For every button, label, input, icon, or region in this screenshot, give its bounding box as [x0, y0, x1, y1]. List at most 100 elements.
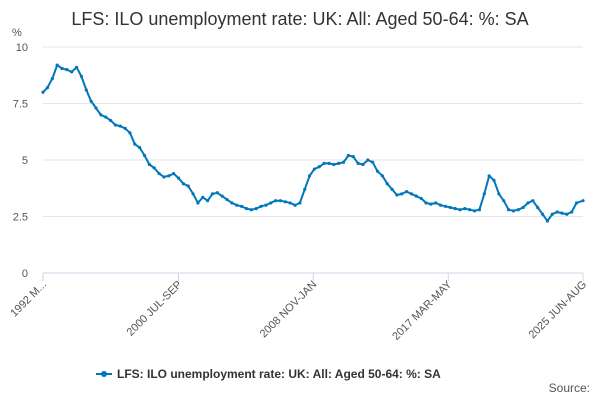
data-point[interactable] — [540, 212, 545, 216]
data-point[interactable] — [157, 171, 161, 176]
data-point[interactable] — [581, 199, 585, 203]
data-point[interactable] — [147, 162, 151, 167]
data-point[interactable] — [70, 70, 74, 74]
data-point[interactable] — [84, 88, 88, 92]
data-point[interactable] — [259, 204, 263, 208]
data-point[interactable] — [434, 201, 438, 205]
data-point[interactable] — [405, 190, 409, 194]
data-point[interactable] — [497, 192, 501, 196]
data-point[interactable] — [138, 145, 142, 150]
data-point[interactable] — [176, 176, 181, 180]
source-label[interactable]: Source: — [549, 381, 590, 395]
data-point[interactable] — [371, 160, 375, 164]
data-point[interactable] — [341, 160, 346, 164]
data-point[interactable] — [414, 194, 418, 198]
data-point[interactable] — [332, 162, 336, 167]
data-point[interactable] — [230, 201, 234, 205]
legend-label[interactable]: LFS: ILO unemployment rate: UK: All: Age… — [117, 367, 441, 381]
data-point[interactable] — [574, 201, 579, 205]
data-point[interactable] — [65, 68, 69, 72]
data-point[interactable] — [118, 124, 122, 128]
data-point[interactable] — [443, 204, 448, 208]
data-point[interactable] — [191, 192, 195, 196]
series-line[interactable] — [42, 64, 584, 222]
data-point[interactable] — [206, 199, 210, 203]
data-point[interactable] — [361, 162, 365, 167]
data-point[interactable] — [123, 126, 127, 130]
data-point[interactable] — [128, 131, 132, 135]
data-point[interactable] — [322, 161, 326, 165]
data-point[interactable] — [303, 187, 307, 191]
data-point[interactable] — [312, 167, 317, 171]
data-point[interactable] — [550, 212, 554, 216]
data-point[interactable] — [288, 201, 292, 205]
data-point[interactable] — [167, 174, 171, 178]
data-point[interactable] — [351, 155, 355, 159]
data-point[interactable] — [152, 166, 156, 170]
data-point[interactable] — [458, 208, 462, 212]
data-point[interactable] — [439, 203, 443, 207]
data-point[interactable] — [235, 203, 239, 207]
data-point[interactable] — [108, 118, 113, 123]
data-point[interactable] — [468, 208, 472, 212]
data-point[interactable] — [133, 142, 137, 146]
data-point[interactable] — [41, 90, 45, 94]
data-point[interactable] — [346, 153, 350, 158]
data-point[interactable] — [390, 187, 394, 191]
data-point[interactable] — [482, 192, 486, 196]
data-point[interactable] — [472, 209, 477, 213]
data-point[interactable] — [210, 192, 215, 196]
data-point[interactable] — [555, 210, 559, 214]
data-point[interactable] — [492, 178, 496, 182]
data-point[interactable] — [99, 113, 103, 117]
data-point[interactable] — [50, 77, 54, 81]
data-point[interactable] — [162, 175, 166, 179]
data-point[interactable] — [307, 174, 312, 178]
data-point[interactable] — [249, 208, 253, 212]
data-point[interactable] — [356, 161, 360, 165]
data-point[interactable] — [298, 201, 302, 205]
data-point[interactable] — [521, 205, 525, 210]
data-point[interactable] — [215, 191, 219, 195]
data-point[interactable] — [269, 201, 273, 205]
data-point[interactable] — [385, 182, 389, 186]
data-point[interactable] — [502, 199, 506, 203]
data-point[interactable] — [366, 158, 370, 162]
data-point[interactable] — [419, 196, 423, 201]
data-point[interactable] — [254, 206, 258, 211]
data-point[interactable] — [74, 65, 79, 69]
data-point[interactable] — [380, 174, 384, 178]
data-point[interactable] — [565, 212, 569, 216]
data-point[interactable] — [560, 211, 564, 215]
data-point[interactable] — [516, 208, 520, 212]
data-point[interactable] — [113, 123, 118, 127]
data-point[interactable] — [453, 206, 457, 211]
data-point[interactable] — [511, 209, 516, 213]
data-point[interactable] — [172, 171, 176, 176]
data-point[interactable] — [317, 165, 321, 169]
data-point[interactable] — [477, 208, 482, 212]
data-point[interactable] — [448, 205, 452, 210]
data-point[interactable] — [181, 182, 185, 186]
data-point[interactable] — [264, 203, 268, 207]
data-point[interactable] — [293, 203, 297, 207]
data-point[interactable] — [244, 206, 249, 211]
data-point[interactable] — [526, 201, 530, 205]
data-point[interactable] — [375, 169, 380, 173]
data-point[interactable] — [94, 106, 98, 110]
data-point[interactable] — [283, 200, 287, 204]
data-point[interactable] — [45, 86, 50, 90]
data-point[interactable] — [327, 161, 331, 165]
data-point[interactable] — [201, 195, 205, 199]
data-point[interactable] — [89, 99, 93, 103]
data-point[interactable] — [463, 206, 467, 211]
data-point[interactable] — [196, 201, 200, 205]
legend[interactable]: LFS: ILO unemployment rate: UK: All: Age… — [96, 367, 441, 381]
data-point[interactable] — [142, 153, 147, 158]
data-point[interactable] — [487, 174, 491, 178]
data-point[interactable] — [545, 219, 550, 223]
data-point[interactable] — [570, 210, 574, 214]
data-point[interactable] — [273, 199, 278, 203]
data-point[interactable] — [225, 197, 229, 202]
data-point[interactable] — [409, 192, 414, 196]
